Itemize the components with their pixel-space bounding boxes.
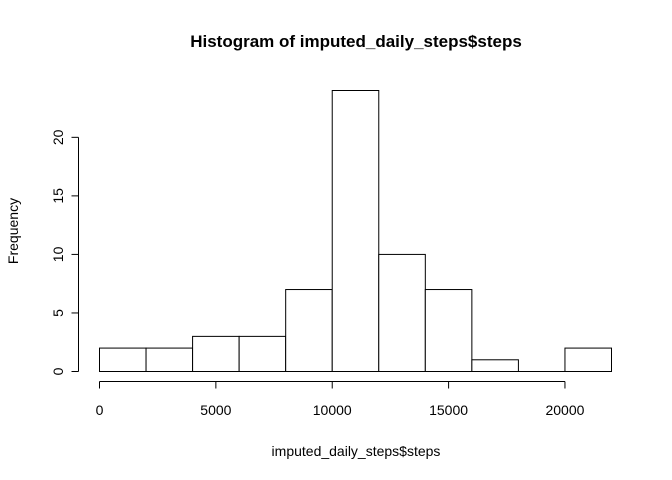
bars-group [99, 90, 612, 373]
x-tick-label-0: 0 [96, 402, 104, 418]
y-axis: 0 5 10 15 20 [50, 129, 79, 375]
y-tick-label-1: 5 [50, 309, 66, 317]
y-tick-label-2: 10 [50, 246, 66, 262]
x-axis: 0 5000 10000 15000 20000 [96, 381, 585, 418]
y-axis-label: Frequency [5, 198, 21, 264]
histogram-bar-6 [378, 253, 426, 373]
x-tick-label-2: 10000 [313, 402, 352, 418]
x-tick-label-1: 5000 [200, 402, 231, 418]
histogram-bar-5 [331, 90, 380, 372]
histogram-bar-2 [192, 335, 240, 372]
histogram-bar-1 [145, 347, 194, 373]
chart-title: Histogram of imputed_daily_steps$steps [190, 32, 522, 51]
histogram-bar-10 [564, 347, 612, 373]
y-tick-label-0: 0 [50, 367, 66, 375]
y-tick-label-3: 15 [50, 188, 66, 204]
histogram-bar-7 [424, 289, 473, 372]
x-axis-label: imputed_daily_steps$steps [272, 443, 441, 459]
histogram-bar-0 [99, 347, 147, 373]
x-tick-label-4: 20000 [545, 402, 584, 418]
histogram-bar-8 [471, 359, 519, 372]
histogram-bar-4 [285, 289, 333, 372]
x-tick-label-3: 15000 [429, 402, 468, 418]
histogram-bar-3 [238, 335, 287, 372]
y-tick-label-4: 20 [50, 129, 66, 145]
